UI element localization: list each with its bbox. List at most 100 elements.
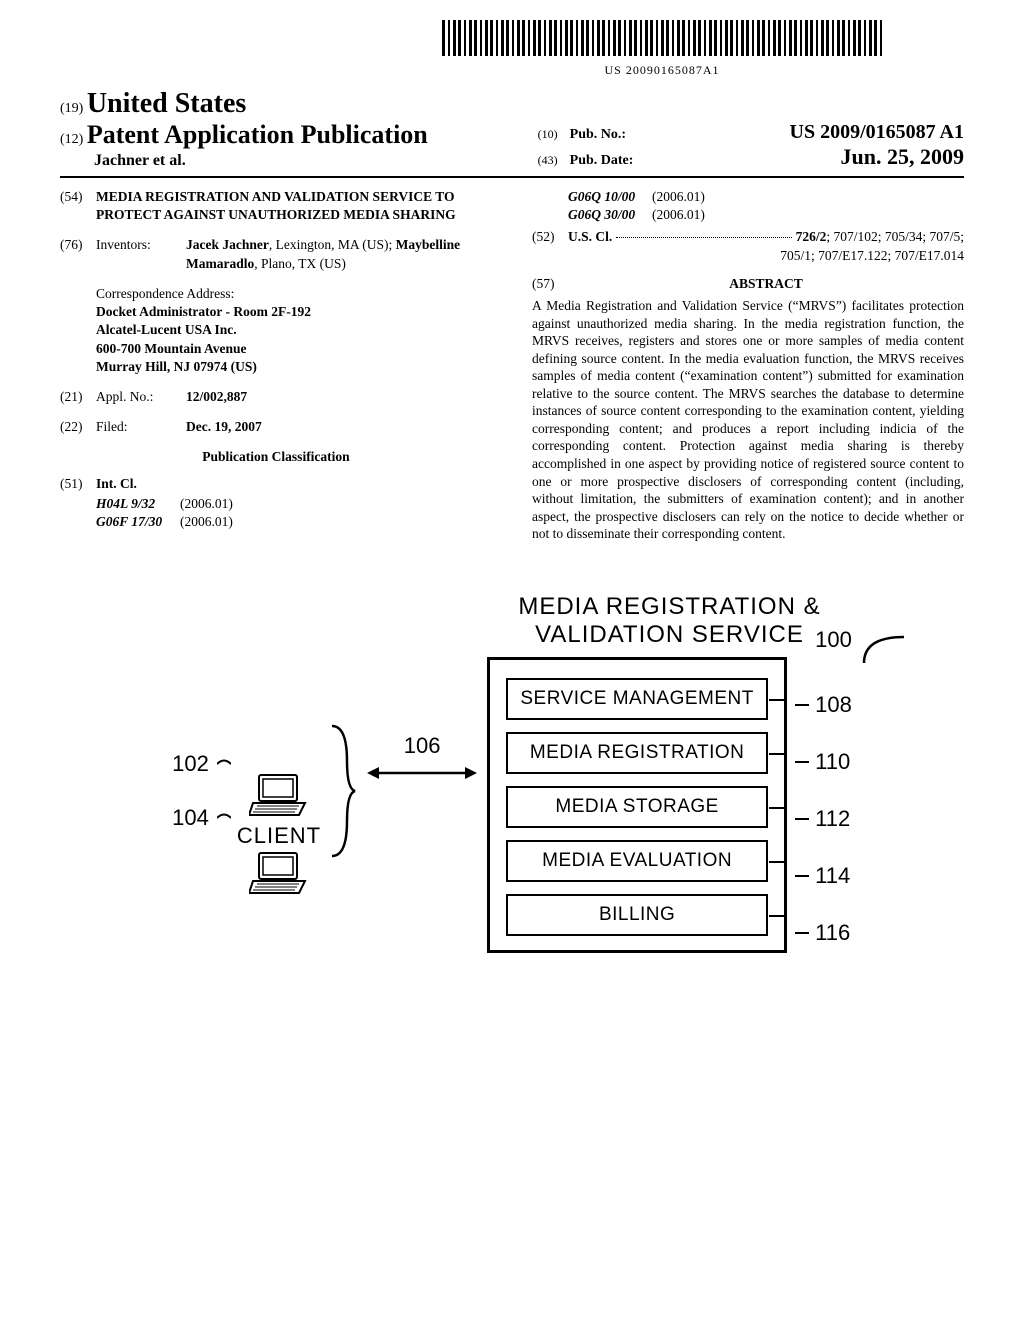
intcl-row: G06Q 10/00 (2006.01) bbox=[532, 188, 964, 206]
uscl-main: 726/2 bbox=[796, 229, 827, 244]
pub-date-label: Pub. Date: bbox=[570, 153, 634, 169]
billing-box: BILLING bbox=[506, 894, 768, 936]
figure-title-l1: MEDIA REGISTRATION & bbox=[518, 593, 820, 620]
ref-112: 112 bbox=[815, 806, 850, 832]
connector-line bbox=[769, 915, 785, 917]
connector-line bbox=[769, 699, 785, 701]
ref-110: 110 bbox=[815, 749, 850, 775]
media-registration-box: MEDIA REGISTRATION bbox=[506, 732, 768, 774]
intcl4-sym: G06Q 30/00 bbox=[532, 206, 652, 224]
biblio-right-col: G06Q 10/00 (2006.01) G06Q 30/00 (2006.01… bbox=[532, 188, 964, 543]
intcl1-ver: (2006.01) bbox=[180, 495, 233, 513]
corr-l1: Docket Administrator - Room 2F-192 bbox=[96, 303, 492, 321]
corr-l3: 600-700 Mountain Avenue bbox=[96, 340, 492, 358]
intcl1-sym: H04L 9/32 bbox=[60, 495, 180, 513]
ref-114: 114 bbox=[815, 863, 850, 889]
country-code: (19) bbox=[60, 101, 83, 116]
inventors-label: Inventors: bbox=[96, 236, 186, 272]
inventor2-loc: , Plano, TX (US) bbox=[254, 256, 346, 271]
media-evaluation-box: MEDIA EVALUATION bbox=[506, 840, 768, 882]
service-management-box: SERVICE MANAGEMENT bbox=[506, 678, 768, 720]
service-container-box: SERVICE MANAGEMENT MEDIA REGISTRATION ME… bbox=[487, 657, 787, 953]
uscl-line2: 705/1; 707/E17.122; 707/E17.014 bbox=[532, 247, 964, 265]
inventors-value: Jacek Jachner, Lexington, MA (US); Maybe… bbox=[186, 236, 492, 272]
intcl3-ver: (2006.01) bbox=[652, 188, 705, 206]
abstract-head: ABSTRACT bbox=[568, 275, 964, 293]
client-label: CLIENT bbox=[237, 823, 321, 849]
client-brace-icon bbox=[327, 721, 357, 861]
svc-label: BILLING bbox=[599, 904, 675, 925]
intcl3-sym: G06Q 10/00 bbox=[532, 188, 652, 206]
header-left: (19) United States (12) Patent Applicati… bbox=[60, 88, 508, 170]
barcode-region: US 20090165087A1 bbox=[60, 20, 964, 78]
figure-title-l2: VALIDATION SERVICE bbox=[535, 621, 804, 648]
laptop-icon bbox=[249, 851, 309, 897]
biblio-left-col: (54) MEDIA REGISTRATION AND VALIDATION S… bbox=[60, 188, 492, 543]
double-arrow-icon bbox=[367, 763, 477, 783]
doc-type-code: (12) bbox=[60, 132, 83, 147]
arrow-106: 106 bbox=[367, 733, 477, 783]
figure-1: 102 104 CLIENT 106 bbox=[60, 593, 964, 962]
intcl4-ver: (2006.01) bbox=[652, 206, 705, 224]
uscl-label: U.S. Cl. bbox=[568, 228, 612, 246]
authors: Jachner et al. bbox=[60, 152, 508, 170]
svc-label: SERVICE MANAGEMENT bbox=[520, 688, 754, 709]
filed-code: (22) bbox=[60, 418, 96, 436]
uscl-row: (52) U.S. Cl. 726/2; 707/102; 705/34; 70… bbox=[532, 228, 964, 246]
intcl2-ver: (2006.01) bbox=[180, 513, 233, 531]
pub-no-code: (10) bbox=[538, 127, 566, 142]
filed-label: Filed: bbox=[96, 418, 186, 436]
right-ref-labels: 100 108 110 112 114 116 bbox=[795, 657, 852, 962]
invention-title: MEDIA REGISTRATION AND VALIDATION SERVIC… bbox=[96, 188, 492, 224]
doc-type: Patent Application Publication bbox=[87, 120, 428, 149]
laptop-icon bbox=[249, 773, 309, 819]
uscl-rest: ; 707/102; 705/34; 707/5; bbox=[826, 229, 964, 244]
dotted-leader bbox=[616, 228, 791, 238]
intcl-row: H04L 9/32 (2006.01) bbox=[60, 495, 492, 513]
pub-no-label: Pub. No.: bbox=[570, 127, 626, 143]
uscl-vals: 726/2; 707/102; 705/34; 707/5; bbox=[796, 228, 964, 246]
inventors-code: (76) bbox=[60, 236, 96, 272]
lead-line-icon bbox=[217, 757, 231, 771]
lead-line-icon bbox=[217, 811, 231, 825]
abstract-code: (57) bbox=[532, 275, 568, 297]
client-group: 102 104 CLIENT bbox=[172, 683, 357, 899]
intcl-code: (51) bbox=[60, 475, 96, 493]
appl-no: 12/002,887 bbox=[186, 388, 492, 406]
abstract-text: A Media Registration and Validation Serv… bbox=[532, 297, 964, 543]
ref-104: 104 bbox=[172, 805, 209, 831]
intcl-row: G06Q 30/00 (2006.01) bbox=[532, 206, 964, 224]
connector-line bbox=[769, 807, 785, 809]
pub-date: Jun. 25, 2009 bbox=[841, 144, 964, 170]
abstract-header-row: (57) ABSTRACT bbox=[532, 275, 964, 297]
svc-label: MEDIA STORAGE bbox=[555, 796, 718, 817]
header-right: (10) Pub. No.: US 2009/0165087 A1 (43) P… bbox=[538, 121, 964, 170]
connector-line bbox=[769, 861, 785, 863]
ref-116: 116 bbox=[815, 920, 850, 946]
filed-date: Dec. 19, 2007 bbox=[186, 418, 492, 436]
connector-line bbox=[769, 753, 785, 755]
corr-label: Correspondence Address: bbox=[96, 285, 492, 303]
inventor1-loc: , Lexington, MA (US); bbox=[269, 237, 396, 252]
media-storage-box: MEDIA STORAGE bbox=[506, 786, 768, 828]
pub-date-code: (43) bbox=[538, 153, 566, 168]
correspondence-address: Correspondence Address: Docket Administr… bbox=[96, 285, 492, 376]
barcode-number: US 20090165087A1 bbox=[360, 63, 964, 78]
figure-title: MEDIA REGISTRATION & VALIDATION SERVICE bbox=[487, 593, 852, 649]
appl-label: Appl. No.: bbox=[96, 388, 186, 406]
corr-l4: Murray Hill, NJ 07974 (US) bbox=[96, 358, 492, 376]
intcl-label: Int. Cl. bbox=[96, 475, 492, 493]
inventor1-name: Jacek Jachner bbox=[186, 237, 269, 252]
uscl-code: (52) bbox=[532, 228, 568, 246]
barcode-graphic bbox=[442, 20, 882, 56]
ref-106: 106 bbox=[404, 733, 441, 759]
corr-l2: Alcatel-Lucent USA Inc. bbox=[96, 321, 492, 339]
intcl-row: G06F 17/30 (2006.01) bbox=[60, 513, 492, 531]
lead-line-100-icon bbox=[862, 635, 906, 665]
svc-label: MEDIA EVALUATION bbox=[542, 850, 732, 871]
bibliographic-section: (54) MEDIA REGISTRATION AND VALIDATION S… bbox=[60, 188, 964, 543]
appl-code: (21) bbox=[60, 388, 96, 406]
intcl2-sym: G06F 17/30 bbox=[60, 513, 180, 531]
pub-no: US 2009/0165087 A1 bbox=[790, 121, 964, 144]
ref-108: 108 bbox=[815, 692, 852, 718]
